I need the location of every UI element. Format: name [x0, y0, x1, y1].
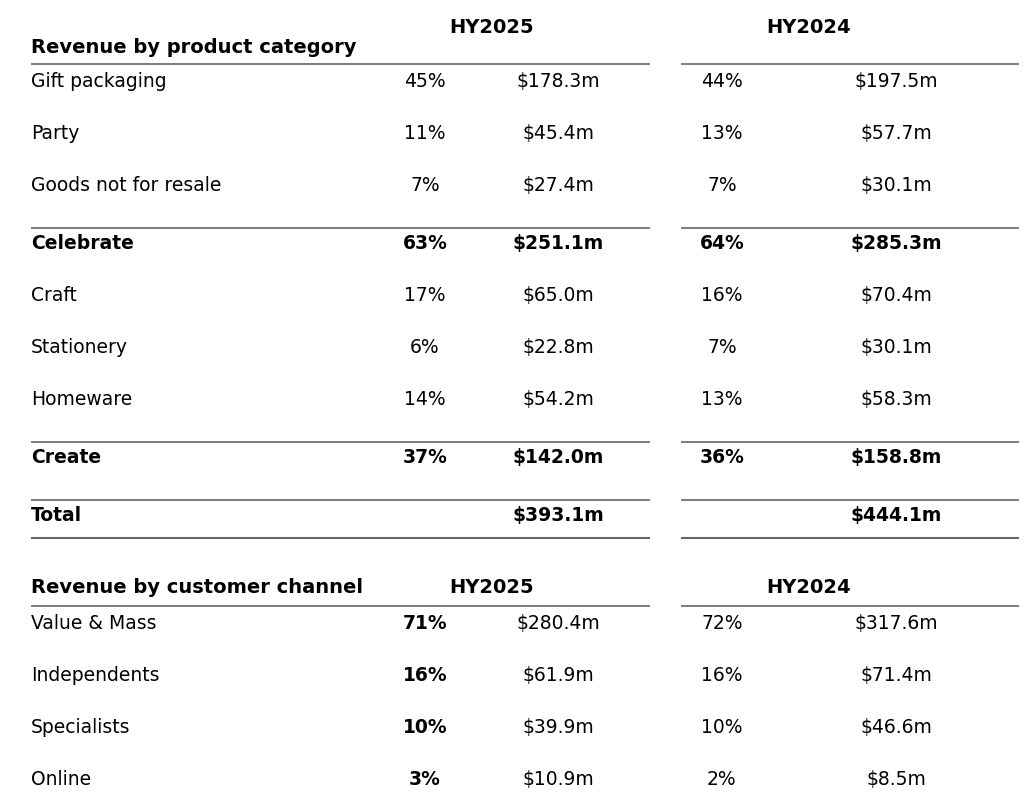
Text: HY2024: HY2024: [767, 18, 851, 37]
Text: 13%: 13%: [701, 390, 742, 409]
Text: $8.5m: $8.5m: [866, 770, 926, 789]
Text: $30.1m: $30.1m: [860, 338, 932, 357]
Text: Create: Create: [31, 448, 100, 467]
Text: Party: Party: [31, 124, 79, 143]
Text: 63%: 63%: [402, 234, 447, 253]
Text: Stationery: Stationery: [31, 338, 128, 357]
Text: HY2024: HY2024: [767, 578, 851, 597]
Text: $27.4m: $27.4m: [522, 176, 594, 195]
Text: $444.1m: $444.1m: [850, 506, 942, 525]
Text: 11%: 11%: [404, 124, 445, 143]
Text: $39.9m: $39.9m: [522, 718, 594, 737]
Text: Specialists: Specialists: [31, 718, 130, 737]
Text: $30.1m: $30.1m: [860, 176, 932, 195]
Text: $46.6m: $46.6m: [860, 718, 932, 737]
Text: 37%: 37%: [402, 448, 447, 467]
Text: Gift packaging: Gift packaging: [31, 72, 166, 91]
Text: $54.2m: $54.2m: [522, 390, 594, 409]
Text: 16%: 16%: [402, 666, 447, 685]
Text: $71.4m: $71.4m: [860, 666, 932, 685]
Text: Goods not for resale: Goods not for resale: [31, 176, 221, 195]
Text: 36%: 36%: [699, 448, 744, 467]
Text: Independents: Independents: [31, 666, 159, 685]
Text: Celebrate: Celebrate: [31, 234, 133, 253]
Text: $70.4m: $70.4m: [860, 286, 932, 305]
Text: Total: Total: [31, 506, 82, 525]
Text: 16%: 16%: [701, 286, 742, 305]
Text: $280.4m: $280.4m: [516, 614, 600, 633]
Text: $285.3m: $285.3m: [850, 234, 942, 253]
Text: 71%: 71%: [402, 614, 447, 633]
Text: 44%: 44%: [701, 72, 742, 91]
Text: HY2025: HY2025: [450, 18, 534, 37]
Text: $65.0m: $65.0m: [522, 286, 594, 305]
Text: Online: Online: [31, 770, 91, 789]
Text: 7%: 7%: [708, 338, 736, 357]
Text: $10.9m: $10.9m: [522, 770, 594, 789]
Text: 13%: 13%: [701, 124, 742, 143]
Text: $22.8m: $22.8m: [522, 338, 594, 357]
Text: 7%: 7%: [411, 176, 439, 195]
Text: 45%: 45%: [404, 72, 445, 91]
Text: $251.1m: $251.1m: [512, 234, 604, 253]
Text: $45.4m: $45.4m: [522, 124, 594, 143]
Text: $142.0m: $142.0m: [512, 448, 604, 467]
Text: 2%: 2%: [708, 770, 736, 789]
Text: Revenue by product category: Revenue by product category: [31, 38, 356, 57]
Text: 64%: 64%: [699, 234, 744, 253]
Text: 3%: 3%: [409, 770, 441, 789]
Text: Homeware: Homeware: [31, 390, 132, 409]
Text: 7%: 7%: [708, 176, 736, 195]
Text: $178.3m: $178.3m: [516, 72, 600, 91]
Text: $58.3m: $58.3m: [860, 390, 932, 409]
Text: $61.9m: $61.9m: [522, 666, 594, 685]
Text: Value & Mass: Value & Mass: [31, 614, 157, 633]
Text: $57.7m: $57.7m: [860, 124, 932, 143]
Text: 14%: 14%: [404, 390, 445, 409]
Text: 72%: 72%: [701, 614, 742, 633]
Text: 17%: 17%: [404, 286, 445, 305]
Text: $158.8m: $158.8m: [850, 448, 942, 467]
Text: $197.5m: $197.5m: [854, 72, 938, 91]
Text: 10%: 10%: [701, 718, 742, 737]
Text: Revenue by customer channel: Revenue by customer channel: [31, 578, 362, 597]
Text: 6%: 6%: [411, 338, 439, 357]
Text: HY2025: HY2025: [450, 578, 534, 597]
Text: $393.1m: $393.1m: [512, 506, 604, 525]
Text: $317.6m: $317.6m: [854, 614, 938, 633]
Text: Craft: Craft: [31, 286, 77, 305]
Text: 16%: 16%: [701, 666, 742, 685]
Text: 10%: 10%: [402, 718, 447, 737]
